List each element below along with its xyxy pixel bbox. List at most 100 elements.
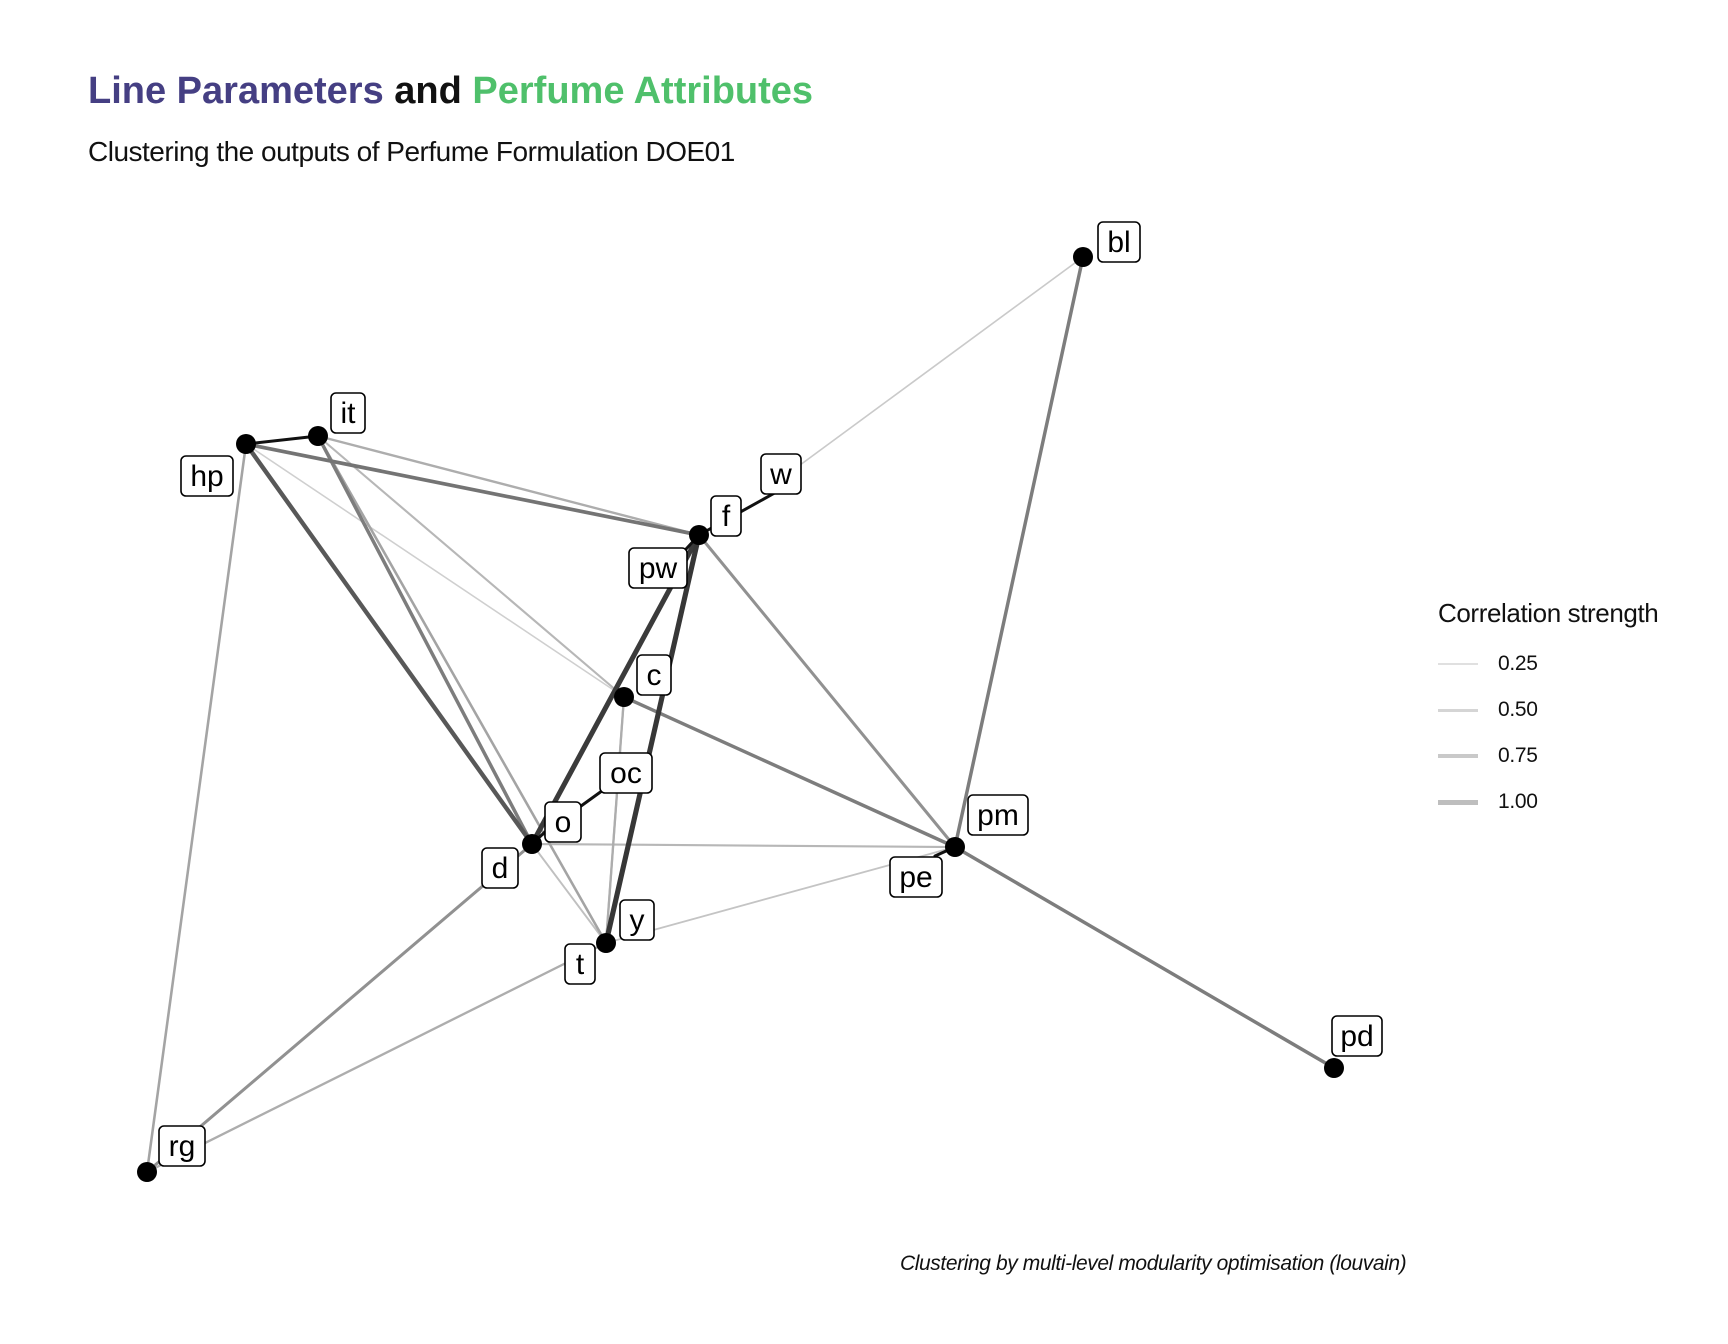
edge-d-pm [530, 842, 957, 849]
node-label-text: pe [899, 861, 932, 894]
node-y-dot[interactable] [596, 933, 616, 953]
node-label-box [599, 752, 653, 794]
title-line-parameters: Line Parameters [88, 70, 384, 112]
node-it-dot[interactable] [308, 426, 328, 446]
node-label-text: c [647, 659, 662, 692]
legend-label: 1.00 [1498, 790, 1538, 813]
chart-subtitle: Clustering the outputs of Perfume Formul… [88, 136, 735, 167]
node-label-o[interactable]: o [544, 801, 582, 843]
node-label-text: pd [1340, 1020, 1373, 1053]
edge-it-d [316, 434, 534, 846]
node-label-t[interactable]: t [564, 943, 596, 985]
edge-w-bl [795, 256, 1084, 469]
legend-key-line [1438, 708, 1478, 712]
node-label-text: hp [190, 460, 223, 493]
node-label-y[interactable]: y [619, 899, 655, 941]
node-label-box [710, 495, 742, 537]
legend-label: 0.75 [1498, 744, 1538, 767]
node-label-rg[interactable]: rg [158, 1125, 206, 1167]
edge-it-f [316, 434, 701, 537]
node-label-d[interactable]: d [481, 847, 519, 889]
edge-hp-c [245, 443, 625, 698]
node-label-pd[interactable]: pd [1331, 1015, 1383, 1057]
title-perfume-attributes: Perfume Attributes [472, 70, 814, 112]
node-label-box [1097, 221, 1141, 263]
node-label-oc[interactable]: oc [599, 752, 653, 794]
node-label-box [889, 856, 943, 898]
node-label-f[interactable]: f [710, 495, 742, 537]
node-label-pe[interactable]: pe [889, 856, 943, 898]
edge-rg-d [145, 842, 534, 1174]
node-label-w[interactable]: w [760, 453, 802, 495]
node-d-dot[interactable] [522, 834, 542, 854]
node-label-text: d [492, 852, 509, 885]
edge-c-pm [622, 695, 957, 849]
legend-title: Correlation strength [1438, 598, 1659, 628]
legend-item: 0.50 [1438, 687, 1658, 733]
edge-f-y [603, 532, 702, 946]
node-pd-dot[interactable] [1324, 1058, 1344, 1078]
legend-item: 1.00 [1438, 779, 1658, 825]
edge-d-t [531, 843, 607, 944]
legend-key-line [1438, 663, 1478, 665]
node-label-box [619, 899, 655, 941]
labels-layer: bl it hp w f pw c oc o d pm pe y t pd rg [158, 221, 1383, 1167]
node-label-bl[interactable]: bl [1097, 221, 1141, 263]
nodes-layer [137, 247, 1344, 1182]
edge-hp-f [244, 442, 701, 537]
node-label-box [967, 794, 1029, 836]
legend-label: 0.50 [1498, 698, 1538, 721]
node-label-pw[interactable]: pw [628, 547, 688, 589]
node-label-box [158, 1125, 206, 1167]
legend-item: 0.75 [1438, 733, 1658, 779]
legend-item: 0.25 [1438, 641, 1658, 687]
node-label-hp[interactable]: hp [180, 455, 234, 497]
edges-layer [145, 255, 1336, 1174]
node-label-box [636, 654, 672, 696]
node-label-pm[interactable]: pm [967, 794, 1029, 836]
edge-f-pm [697, 533, 957, 849]
node-f-dot[interactable] [689, 525, 709, 545]
edge-hp-it [244, 434, 320, 446]
node-label-text: rg [169, 1130, 196, 1163]
node-label-c[interactable]: c [636, 654, 672, 696]
edge-it-c [316, 434, 626, 699]
node-hp-dot[interactable] [236, 434, 256, 454]
node-label-text: oc [610, 757, 642, 790]
legend-key-line [1438, 799, 1478, 805]
edge-rg-t [145, 941, 608, 1174]
node-label-box [180, 455, 234, 497]
node-c-dot[interactable] [614, 687, 634, 707]
chart-title: Line Parameters and Perfume Attributes [88, 70, 813, 113]
node-label-text: bl [1107, 226, 1130, 259]
legend-key-line [1438, 754, 1478, 758]
legend-items: 0.25 0.50 0.75 1.00 [1438, 641, 1658, 825]
title-and: and [383, 70, 473, 112]
node-bl-dot[interactable] [1073, 247, 1093, 267]
node-label-box [760, 453, 802, 495]
node-label-box [330, 392, 366, 434]
edge-c-y [604, 695, 626, 945]
node-label-box [544, 801, 582, 843]
node-label-text: y [630, 904, 645, 937]
node-label-text: it [341, 397, 357, 430]
edge-it-t [316, 434, 608, 945]
legend-label: 0.25 [1498, 652, 1538, 675]
edge-hp-d [243, 441, 535, 847]
node-label-text: f [722, 500, 731, 533]
node-label-box [628, 547, 688, 589]
node-label-text: o [555, 806, 572, 839]
chart-caption: Clustering by multi-level modularity opt… [900, 1252, 1407, 1275]
node-label-it[interactable]: it [330, 392, 366, 434]
edge-hp-rg [145, 442, 248, 1174]
node-rg-dot[interactable] [137, 1162, 157, 1182]
edge-bl-pm [953, 255, 1085, 849]
node-label-text: pm [977, 799, 1019, 832]
node-pm-dot[interactable] [945, 837, 965, 857]
legend: Correlation strength 0.25 0.50 0.75 1.00 [1438, 598, 1659, 825]
edge-pm-pd [953, 845, 1336, 1070]
node-label-box [1331, 1015, 1383, 1057]
node-label-text: pw [639, 552, 678, 585]
node-label-box [481, 847, 519, 889]
